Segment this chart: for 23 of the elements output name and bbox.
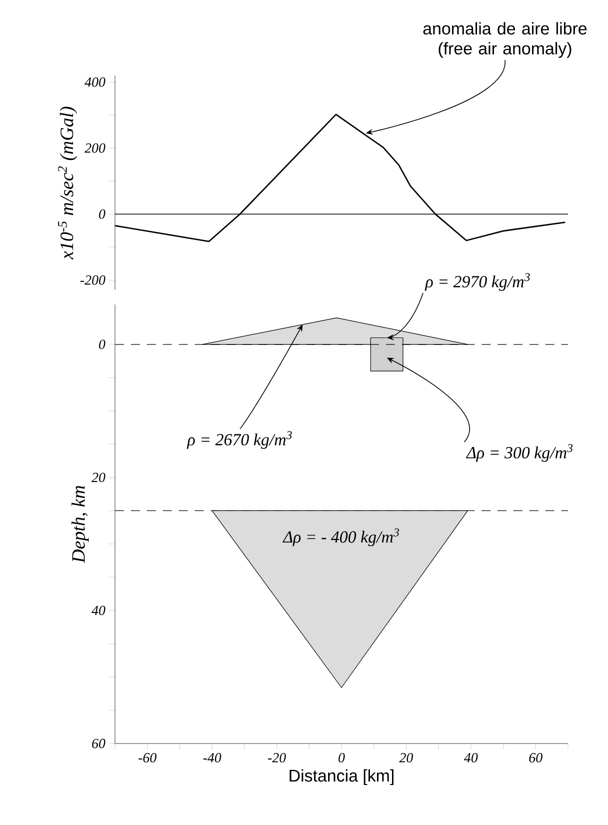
y-tick-label: 0 xyxy=(99,340,106,350)
x-tick-label: -60 xyxy=(138,753,156,762)
x-tick-label: -40 xyxy=(203,753,222,762)
y-tick-label: 20 xyxy=(92,472,106,482)
annotation: Δρ = - 400 kg/m$^{3}$ xyxy=(282,528,399,546)
text: anomalia de aire libre (free air anomaly) xyxy=(423,22,587,58)
x-tick-label: -20 xyxy=(268,753,286,762)
y-tick-label: -200 xyxy=(80,275,106,285)
y-tick-label: 40 xyxy=(92,606,106,616)
y-axis-title: Depth, km xyxy=(72,486,89,564)
y-tick-label: 0 xyxy=(99,209,106,219)
annotation: ρ = 2670 kg/m$^{3}$ xyxy=(186,431,292,449)
x-tick-label: 0 xyxy=(338,753,345,762)
x-tick-label: 60 xyxy=(529,753,542,762)
y-tick-label: 60 xyxy=(92,738,106,748)
y-tick-label: 400 xyxy=(84,77,106,87)
x-tick-label: 40 xyxy=(464,753,478,762)
y-tick-label: 200 xyxy=(84,143,106,153)
y-axis-title: x10$^{-5}$ m/sec$^{2}$ (mGal) xyxy=(58,106,78,260)
annotation: Δρ = 300 kg/m$^{3}$ xyxy=(466,444,573,462)
x-tick-label: 20 xyxy=(399,753,414,762)
x-axis-title: Distancia [km] xyxy=(290,769,394,786)
annotation: ρ = 2970 kg/m$^{3}$ xyxy=(424,273,530,291)
